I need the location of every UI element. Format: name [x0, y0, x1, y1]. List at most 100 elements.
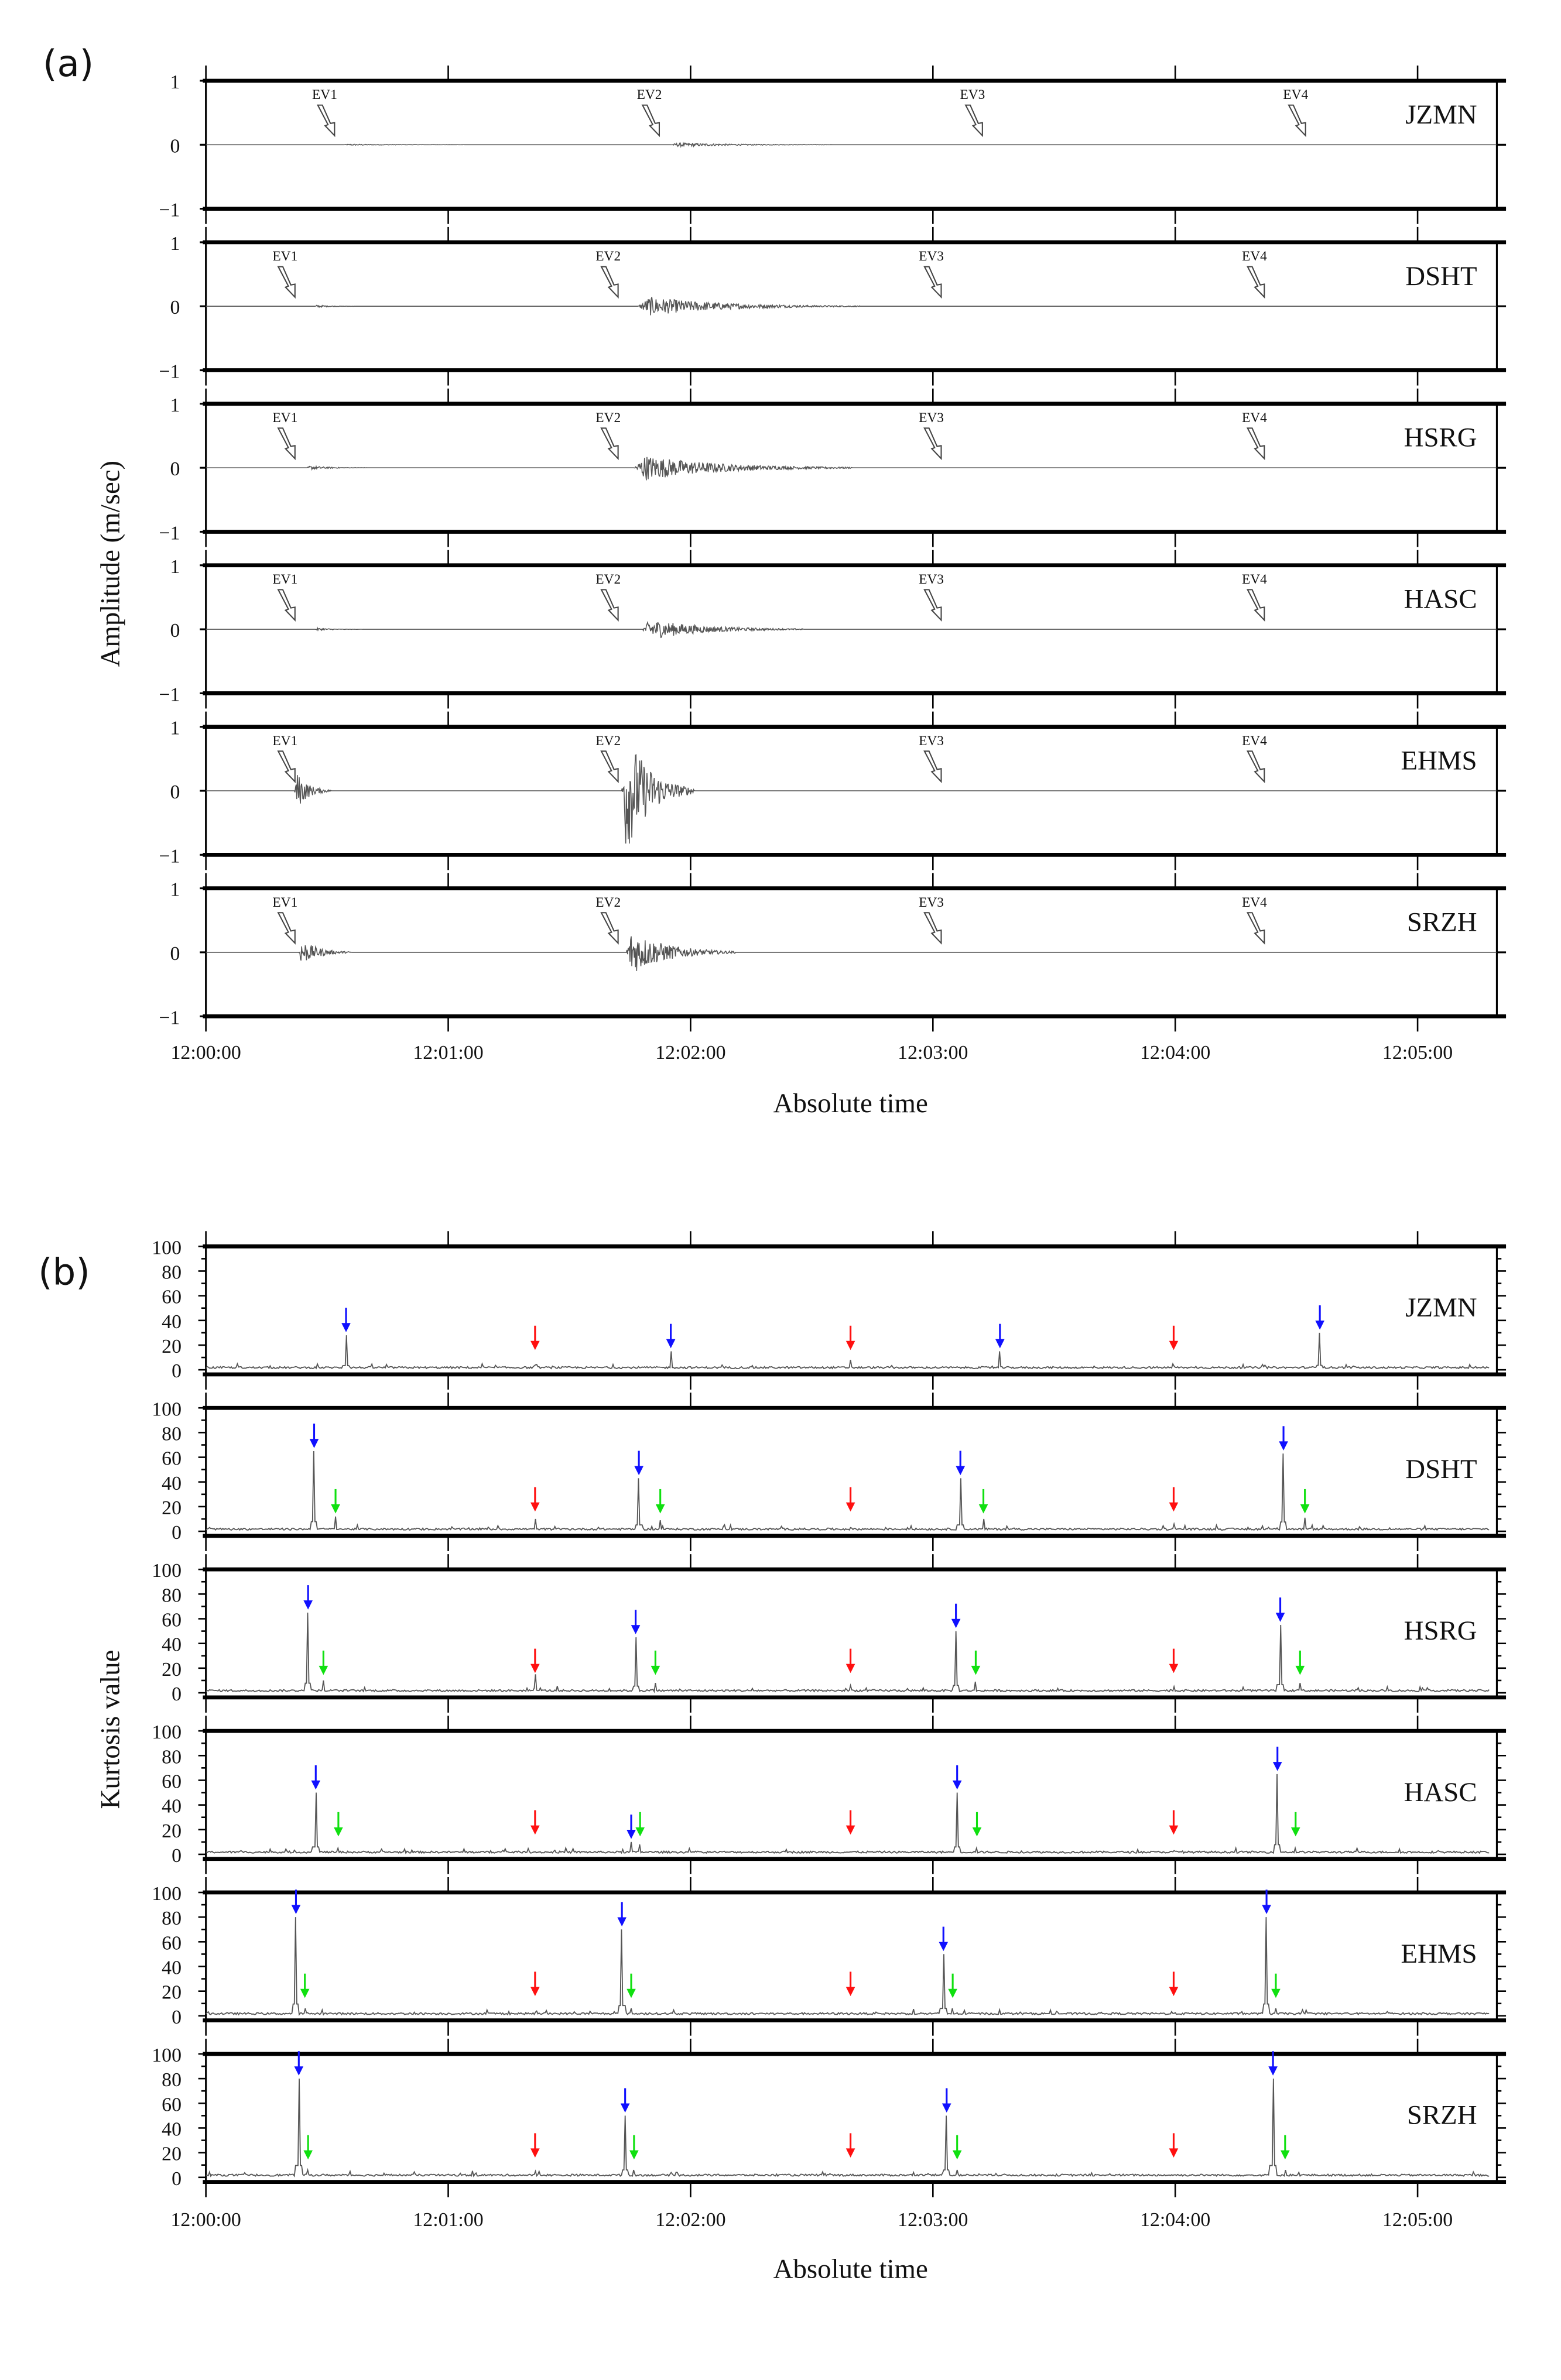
- y-tick-label: 20: [162, 2144, 182, 2165]
- hollow-arrow-icon: [600, 427, 619, 461]
- hollow-arrow-icon: [923, 427, 942, 461]
- station-label: HASC: [1404, 584, 1477, 615]
- blue-pick-arrow-icon: [1275, 1613, 1285, 1622]
- kurtosis-trace: [206, 2079, 1490, 2178]
- y-tick-label: −1: [159, 1007, 180, 1028]
- station-label: EHMS: [1401, 1939, 1477, 1969]
- waveform-trace: [206, 936, 1497, 971]
- hollow-arrow-icon: [923, 589, 942, 622]
- red-pick-arrow-icon: [845, 1340, 855, 1350]
- blue-pick-arrow-icon: [995, 1339, 1005, 1349]
- y-tick-label: 0: [170, 297, 180, 318]
- green-pick-arrow-icon: [319, 1665, 328, 1675]
- blue-pick-arrow-icon: [666, 1339, 676, 1349]
- green-pick-arrow-icon: [978, 1504, 988, 1514]
- y-tick-label: 20: [162, 1982, 182, 2004]
- hollow-arrow-icon: [964, 104, 983, 138]
- green-pick-arrow-icon: [948, 1988, 957, 1998]
- time-tick-label: 12:05:00: [1382, 1042, 1453, 1064]
- blue-pick-arrow-icon: [956, 1466, 966, 1476]
- hollow-arrow-icon: [641, 104, 660, 138]
- seismogram-panel-dsht: 1 0 −1 DSHT EV1 EV2 EV3 EV4: [159, 227, 1507, 386]
- y-tick-label: 60: [162, 2094, 182, 2115]
- kurtosis-trace: [206, 1774, 1490, 1854]
- hollow-arrow-icon: [1246, 750, 1265, 783]
- y-tick-label: 0: [172, 2007, 182, 2028]
- waveform-trace: [206, 620, 1497, 639]
- green-pick-arrow-icon: [655, 1504, 665, 1514]
- station-label: JZMN: [1405, 100, 1477, 130]
- kurtosis-trace: [206, 1612, 1490, 1693]
- red-pick-arrow-icon: [845, 1502, 855, 1512]
- blue-pick-arrow-icon: [942, 2103, 951, 2113]
- event-label: EV2: [637, 87, 662, 102]
- event-label: EV3: [919, 249, 944, 264]
- y-tick-label: 80: [162, 1423, 182, 1445]
- hollow-arrow-icon: [600, 912, 619, 945]
- event-label: EV4: [1283, 87, 1308, 102]
- kurtosis-panel-jzmn: 0 20 40 60 80 100 JZMN: [152, 1231, 1507, 1390]
- panel-a-ylabel: Amplitude (m/sec): [95, 461, 125, 667]
- hollow-arrow-icon: [600, 589, 619, 622]
- green-pick-arrow-icon: [627, 1988, 636, 1998]
- event-label: EV1: [272, 410, 297, 426]
- kurtosis-panel-hsrg: 020 40 60 80 100 HSRG: [152, 1554, 1507, 1713]
- event-label: EV3: [919, 572, 944, 587]
- waveform-trace: [206, 297, 1497, 315]
- event-label: EV4: [1242, 249, 1267, 264]
- panel-a-xlabel: Absolute time: [773, 1088, 928, 1119]
- green-pick-arrow-icon: [300, 1988, 310, 1998]
- red-pick-arrow-icon: [530, 1987, 540, 1997]
- y-tick-label: 100: [152, 2045, 182, 2066]
- blue-pick-arrow-icon: [309, 1439, 319, 1448]
- event-label: EV3: [960, 87, 985, 102]
- green-pick-arrow-icon: [1295, 1665, 1305, 1675]
- hollow-arrow-icon: [317, 104, 336, 138]
- panel-b-label: (b): [38, 1250, 90, 1293]
- blue-pick-arrow-icon: [1262, 1905, 1271, 1914]
- event-label: EV4: [1242, 572, 1267, 587]
- time-tick-label: 12:05:00: [1382, 2209, 1453, 2231]
- event-label: EV1: [272, 249, 297, 264]
- time-tick-label: 12:04:00: [1140, 2209, 1210, 2231]
- event-label: EV1: [272, 572, 297, 587]
- event-label: EV3: [919, 895, 944, 910]
- station-label: DSHT: [1405, 1454, 1477, 1484]
- y-tick-label: 0: [170, 135, 180, 157]
- red-pick-arrow-icon: [1169, 1340, 1179, 1350]
- panel-b-ylabel: Kurtosis value: [95, 1650, 125, 1809]
- y-tick-label: 80: [162, 1261, 182, 1283]
- hollow-arrow-icon: [1246, 266, 1265, 299]
- waveform-trace: [206, 141, 1497, 148]
- event-label: EV3: [919, 410, 944, 426]
- blue-pick-arrow-icon: [631, 1625, 641, 1634]
- panel-a-seismograms: 1 0 −1 JZMN EV1 EV2 EV3 EV4 1 0 −1 DSHT EV1 EV2 EV3 EV4…: [159, 65, 1507, 1064]
- station-label: SRZH: [1407, 2100, 1477, 2131]
- red-pick-arrow-icon: [530, 1502, 540, 1512]
- y-tick-label: 80: [162, 1908, 182, 1929]
- y-tick-label: 0: [170, 620, 180, 642]
- y-tick-label: 80: [162, 2069, 182, 2091]
- y-tick-label: 100: [152, 1398, 182, 1420]
- blue-pick-arrow-icon: [627, 1830, 636, 1839]
- time-tick-label: 12:03:00: [898, 2209, 968, 2231]
- blue-pick-arrow-icon: [341, 1323, 351, 1332]
- green-pick-arrow-icon: [635, 1827, 645, 1837]
- red-pick-arrow-icon: [1169, 2148, 1179, 2158]
- hollow-arrow-icon: [1246, 427, 1265, 461]
- y-tick-label: 60: [162, 1610, 182, 1631]
- hollow-arrow-icon: [923, 750, 942, 783]
- y-tick-label: 100: [152, 1237, 182, 1258]
- station-label: JZMN: [1405, 1292, 1477, 1323]
- blue-pick-arrow-icon: [952, 1780, 962, 1790]
- y-tick-label: 60: [162, 1932, 182, 1954]
- y-tick-label: −1: [159, 200, 180, 221]
- red-pick-arrow-icon: [530, 2148, 540, 2158]
- event-label: EV2: [595, 895, 621, 910]
- panel-b-kurtosis: 020406080100JZMN020406080100DSHT02040608…: [152, 1231, 1507, 2231]
- hollow-arrow-icon: [600, 266, 619, 299]
- y-tick-label: 0: [170, 781, 180, 803]
- blue-pick-arrow-icon: [1268, 2066, 1278, 2076]
- y-tick-label: 0: [172, 1522, 182, 1544]
